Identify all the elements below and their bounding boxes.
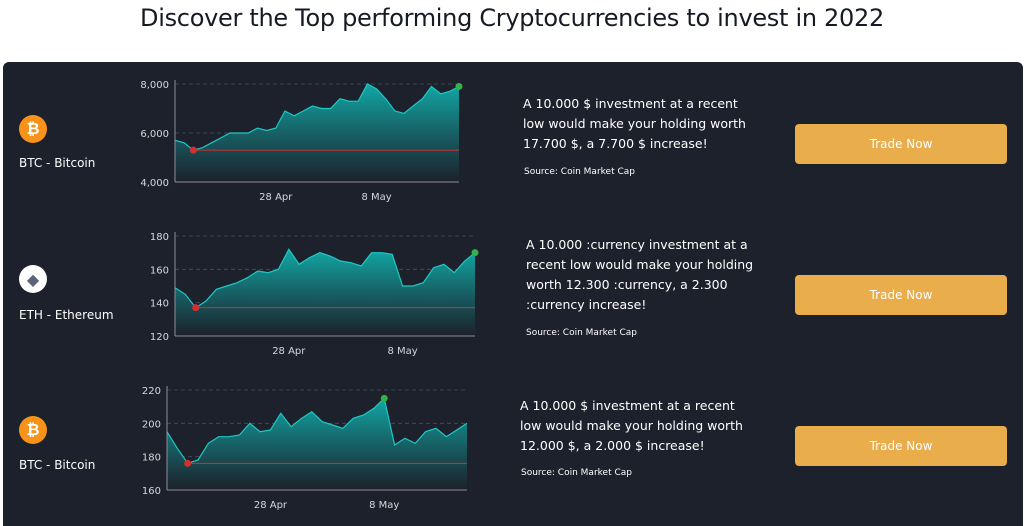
- source-note: Source: Coin Market Cap: [521, 468, 632, 478]
- y-tick-label: 140: [150, 299, 169, 310]
- y-tick-label: 160: [142, 486, 161, 497]
- x-tick-label: 28 Apr: [272, 346, 306, 357]
- price-area: [167, 398, 467, 490]
- high-point-marker: [455, 82, 463, 90]
- bitcoin-icon: ₿: [19, 115, 47, 143]
- y-tick-label: 160: [150, 265, 169, 276]
- price-chart: 160 180 200 220 28 Apr 8 May: [142, 386, 468, 511]
- trade-now-button[interactable]: Trade Now: [795, 275, 1007, 315]
- y-tick-label: 8,000: [140, 80, 169, 91]
- low-point-marker: [184, 459, 192, 467]
- price-chart: 4,000 6,000 8,000 28 Apr 8 May: [140, 80, 463, 203]
- x-tick-label: 8 May: [361, 192, 391, 203]
- high-point-marker: [471, 249, 479, 257]
- price-line: [174, 83, 460, 151]
- trade-now-button[interactable]: Trade Now: [795, 124, 1007, 164]
- x-tick-label: 28 Apr: [254, 500, 288, 511]
- price-chart: 120 140 160 180 28 Apr 8 May: [150, 232, 479, 357]
- coin-name: BTC - Bitcoin: [19, 156, 96, 170]
- high-point-marker: [380, 394, 388, 402]
- investment-description: A 10.000 $ investment at a recent low wo…: [520, 398, 743, 453]
- x-tick-label: 8 May: [369, 500, 399, 511]
- source-note: Source: Coin Market Cap: [526, 328, 637, 338]
- crypto-row: ◆ ETH - Ethereum 120 140 160 180 28 Apr 8 May…: [3, 214, 1023, 364]
- low-point-marker: [192, 304, 200, 312]
- investment-description: A 10.000 :currency investment at a recen…: [526, 237, 754, 312]
- trade-now-button[interactable]: Trade Now: [795, 426, 1007, 466]
- crypto-row: ₿ BTC - Bitcoin 4,000 6,000 8,000 28 Apr 8 M…: [3, 62, 1023, 212]
- ethereum-icon: ◆: [19, 265, 47, 293]
- price-line: [166, 397, 468, 465]
- x-tick-label: 28 Apr: [259, 192, 293, 203]
- price-area: [175, 84, 459, 182]
- y-tick-label: 6,000: [140, 129, 169, 140]
- investment-description: A 10.000 $ investment at a recent low wo…: [523, 96, 746, 151]
- price-area: [175, 249, 475, 336]
- y-tick-label: 180: [150, 232, 169, 243]
- coin-name: ETH - Ethereum: [19, 308, 114, 322]
- y-tick-label: 200: [142, 419, 161, 430]
- y-tick-label: 180: [142, 453, 161, 464]
- y-tick-label: 4,000: [140, 178, 169, 189]
- crypto-row: ₿ BTC - Bitcoin 160 180 200 220 28 Apr 8 May …: [3, 368, 1023, 518]
- y-tick-label: 220: [142, 386, 161, 397]
- source-note: Source: Coin Market Cap: [524, 167, 635, 177]
- page-heading: Discover the Top performing Cryptocurren…: [140, 4, 884, 32]
- coin-name: BTC - Bitcoin: [19, 458, 96, 472]
- y-tick-label: 120: [150, 332, 169, 343]
- crypto-panel: ₿ BTC - Bitcoin 4,000 6,000 8,000 28 Apr 8 M…: [3, 62, 1023, 526]
- bitcoin-icon: ₿: [19, 416, 47, 444]
- price-line: [174, 248, 476, 309]
- low-point-marker: [189, 146, 197, 154]
- x-tick-label: 8 May: [387, 346, 417, 357]
